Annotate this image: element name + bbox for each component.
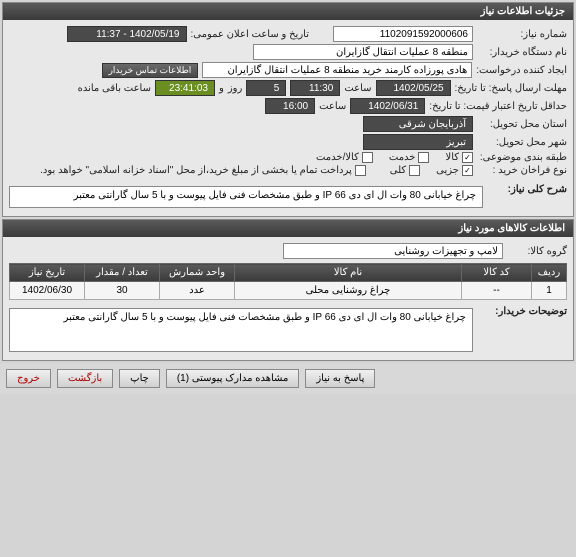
buyer-note-label: توضیحات خریدار: bbox=[477, 306, 567, 317]
checkbox-kala[interactable] bbox=[462, 152, 473, 163]
deadline-date: 1402/05/25 bbox=[376, 80, 451, 96]
th-row: ردیف bbox=[532, 264, 567, 282]
remaining-time: 23:41:03 bbox=[155, 80, 215, 96]
checkbox-khedmat[interactable] bbox=[418, 152, 429, 163]
saat-label-1: ساعت bbox=[344, 83, 371, 94]
cat-kala-option: کالا bbox=[445, 152, 473, 163]
table-header-row: ردیف کد کالا نام کالا واحد شمارش تعداد /… bbox=[10, 264, 567, 282]
rooz-label: روز bbox=[228, 83, 243, 94]
back-button[interactable]: بازگشت bbox=[57, 369, 113, 388]
city-value: تبریز bbox=[363, 134, 473, 150]
checkbox-jozei[interactable] bbox=[462, 165, 473, 176]
va-label: و bbox=[219, 83, 224, 94]
days-value: 5 bbox=[246, 80, 286, 96]
cat-khedmat-option: خدمت bbox=[389, 152, 430, 163]
checkbox-payment[interactable] bbox=[355, 165, 366, 176]
cat-kala-label: کالا bbox=[445, 152, 459, 163]
saat-label-2: ساعت bbox=[319, 101, 346, 112]
group-label: گروه کالا: bbox=[507, 246, 567, 257]
main-panel: جزئیات اطلاعات نیاز شماره نیاز: 11020915… bbox=[2, 2, 574, 217]
group-value: لامپ و تجهیزات روشنایی bbox=[283, 243, 503, 259]
items-panel-title: اطلاعات کالاهای مورد نیاز bbox=[3, 220, 573, 237]
td-name: چراغ روشنایی محلی bbox=[235, 282, 462, 300]
announce-label: تاریخ و ساعت اعلان عمومی: bbox=[191, 29, 310, 40]
panel-title: جزئیات اطلاعات نیاز bbox=[3, 3, 573, 20]
pt-jozei-option: جزیی bbox=[436, 165, 473, 176]
respond-button[interactable]: پاسخ به نیاز bbox=[305, 369, 375, 388]
announce-value: 1402/05/19 - 11:37 bbox=[67, 26, 187, 42]
checkbox-kalakhedmat[interactable] bbox=[362, 152, 373, 163]
th-name: نام کالا bbox=[235, 264, 462, 282]
validity-date: 1402/06/31 bbox=[350, 98, 425, 114]
td-qty: 30 bbox=[85, 282, 160, 300]
td-code: -- bbox=[462, 282, 532, 300]
payment-note-option: پرداخت تمام یا بخشی از مبلغ خرید،از محل … bbox=[40, 165, 366, 176]
buyer-value: منطقه 8 عملیات انتقال گازایران bbox=[253, 44, 473, 60]
th-date: تاریخ نیاز bbox=[10, 264, 85, 282]
print-button[interactable]: چاپ bbox=[119, 369, 160, 388]
td-date: 1402/06/30 bbox=[10, 282, 85, 300]
category-label: طبقه بندی موضوعی: bbox=[477, 152, 567, 163]
requester-label: ایجاد کننده درخواست: bbox=[476, 65, 567, 76]
td-unit: عدد bbox=[160, 282, 235, 300]
pt-jozei-label: جزیی bbox=[436, 165, 459, 176]
need-number-value: 1102091592000606 bbox=[333, 26, 473, 42]
items-panel: اطلاعات کالاهای مورد نیاز گروه کالا: لام… bbox=[2, 219, 574, 361]
purchase-type-label: نوع فراخان خرید : bbox=[477, 165, 567, 176]
buyer-note-text: چراغ خیابانی 80 وات ال ای دی IP 66 و طبق… bbox=[9, 308, 473, 352]
deadline-time: 11:30 bbox=[290, 80, 340, 96]
contact-button[interactable]: اطلاعات تماس خریدار bbox=[102, 63, 199, 78]
pt-koli-label: کلی bbox=[390, 165, 406, 176]
th-unit: واحد شمارش bbox=[160, 264, 235, 282]
panel-body: شماره نیاز: 1102091592000606 تاریخ و ساع… bbox=[3, 20, 573, 216]
province-label: استان محل تحویل: bbox=[477, 119, 567, 130]
td-row: 1 bbox=[532, 282, 567, 300]
need-number-label: شماره نیاز: bbox=[477, 29, 567, 40]
deadline-label: مهلت ارسال پاسخ: تا تاریخ: bbox=[455, 83, 567, 94]
cat-kalakhedmat-label: کالا/خدمت bbox=[316, 152, 359, 163]
buyer-label: نام دستگاه خریدار: bbox=[477, 47, 567, 58]
table-row[interactable]: 1 -- چراغ روشنایی محلی عدد 30 1402/06/30 bbox=[10, 282, 567, 300]
items-panel-body: گروه کالا: لامپ و تجهیزات روشنایی ردیف ک… bbox=[3, 237, 573, 360]
th-qty: تعداد / مقدار bbox=[85, 264, 160, 282]
remaining-label: ساعت باقی مانده bbox=[78, 83, 151, 94]
city-label: شهر محل تحویل: bbox=[477, 137, 567, 148]
requester-value: هادی پورزاده کارمند خرید منطقه 8 عملیات … bbox=[202, 62, 472, 78]
summary-label: شرح کلی نیاز: bbox=[487, 184, 567, 195]
payment-note-label: پرداخت تمام یا بخشی از مبلغ خرید،از محل … bbox=[40, 165, 352, 176]
cat-kalakhedmat-option: کالا/خدمت bbox=[316, 152, 373, 163]
items-table: ردیف کد کالا نام کالا واحد شمارش تعداد /… bbox=[9, 263, 567, 300]
summary-text: چراغ خیابانی 80 وات ال ای دی IP 66 و طبق… bbox=[9, 186, 483, 208]
attachments-button[interactable]: مشاهده مدارک پیوستی (1) bbox=[166, 369, 300, 388]
validity-label: حداقل تاریخ اعتبار قیمت: تا تاریخ: bbox=[429, 101, 567, 112]
footer-buttons: پاسخ به نیاز مشاهده مدارک پیوستی (1) چاپ… bbox=[0, 363, 576, 394]
cat-khedmat-label: خدمت bbox=[389, 152, 416, 163]
checkbox-koli[interactable] bbox=[409, 165, 420, 176]
province-value: آذربایجان شرقی bbox=[363, 116, 473, 132]
validity-time: 16:00 bbox=[265, 98, 315, 114]
exit-button[interactable]: خروج bbox=[6, 369, 51, 388]
pt-koli-option: کلی bbox=[390, 165, 420, 176]
th-code: کد کالا bbox=[462, 264, 532, 282]
